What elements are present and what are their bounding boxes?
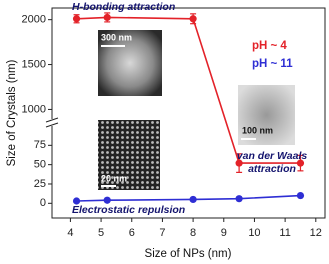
x-tick-label: 6 bbox=[129, 227, 135, 239]
x-tick-label: 7 bbox=[159, 227, 165, 239]
data-point bbox=[189, 195, 197, 204]
y-tick-label: 1000 bbox=[22, 103, 46, 115]
axis-break bbox=[45, 122, 59, 128]
x-tick-label: 10 bbox=[248, 227, 260, 239]
inset-images bbox=[98, 30, 295, 190]
data-point bbox=[296, 159, 305, 167]
y-tick-label: 0 bbox=[40, 197, 46, 209]
data-point bbox=[103, 196, 111, 204]
y-tick-label: 75 bbox=[34, 139, 46, 151]
x-tick-label: 9 bbox=[221, 227, 227, 239]
y-tick-label: 1500 bbox=[22, 58, 46, 70]
x-tick-label: 8 bbox=[190, 227, 196, 239]
y-tick-label: 50 bbox=[34, 159, 46, 171]
x-tick-label: 12 bbox=[310, 227, 322, 239]
annotation: H-bonding attraction bbox=[72, 1, 175, 13]
x-tick-label: 11 bbox=[279, 227, 290, 239]
data-point bbox=[72, 197, 81, 205]
data-point bbox=[296, 191, 305, 200]
axis-break bbox=[45, 117, 59, 123]
y-axis-label: Size of Crystals (nm) bbox=[6, 59, 18, 166]
inset-image bbox=[238, 85, 295, 145]
annotation: attraction bbox=[248, 163, 296, 175]
inset-image bbox=[98, 30, 162, 96]
legend-entry: pH ~ 4 bbox=[252, 40, 287, 52]
y-tick-label: 2000 bbox=[22, 14, 46, 26]
data-point bbox=[235, 195, 243, 203]
x-tick-label: 4 bbox=[67, 227, 73, 239]
legend-entry: pH ~ 11 bbox=[252, 58, 293, 70]
scale-label: 20 nm bbox=[101, 173, 127, 183]
axis-break-gap bbox=[46, 119, 58, 126]
annotation: van der Waals bbox=[237, 150, 308, 162]
data-point bbox=[189, 15, 197, 23]
data-point bbox=[235, 159, 243, 167]
inset-image bbox=[98, 120, 160, 190]
x-axis-label: Size of NPs (nm) bbox=[145, 248, 232, 260]
plot-frame bbox=[51, 7, 326, 219]
scale-label: 300 nm bbox=[101, 32, 132, 42]
x-tick-label: 5 bbox=[98, 227, 104, 239]
scale-label: 100 nm bbox=[242, 125, 273, 135]
data-point bbox=[72, 15, 81, 23]
data-point bbox=[103, 13, 111, 22]
annotation: Electrostatic repulsion bbox=[72, 204, 185, 216]
y-tick-label: 25 bbox=[34, 178, 46, 190]
